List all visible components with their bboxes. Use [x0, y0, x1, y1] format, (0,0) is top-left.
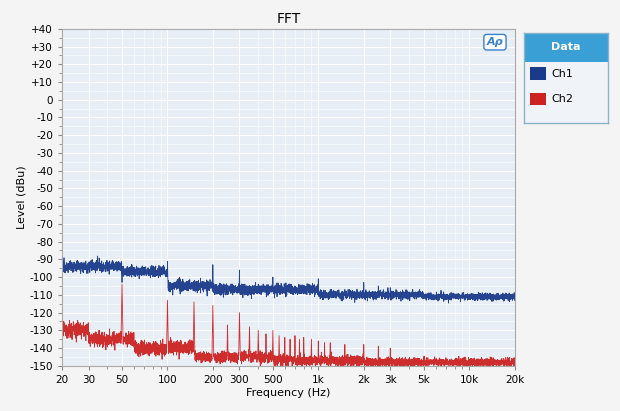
Title: FFT: FFT	[276, 12, 301, 26]
Text: Data: Data	[551, 42, 580, 52]
Bar	[529, 92, 546, 105]
Text: Ch1: Ch1	[552, 69, 574, 79]
Text: Aρ: Aρ	[487, 37, 503, 47]
Bar	[524, 33, 608, 62]
Bar	[529, 67, 546, 80]
X-axis label: Frequency (Hz): Frequency (Hz)	[246, 388, 330, 397]
Y-axis label: Level (dBu): Level (dBu)	[17, 166, 27, 229]
Text: Ch2: Ch2	[552, 94, 574, 104]
